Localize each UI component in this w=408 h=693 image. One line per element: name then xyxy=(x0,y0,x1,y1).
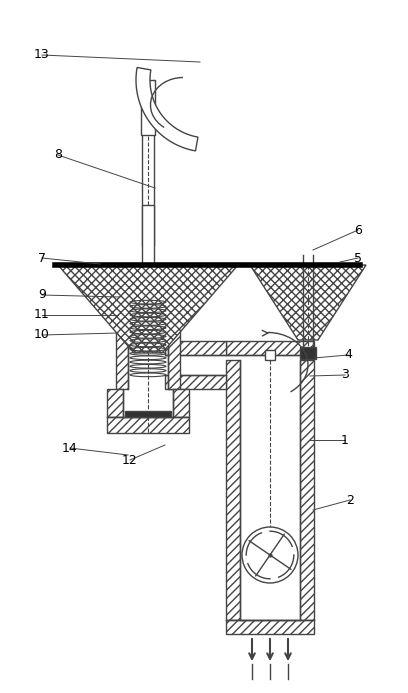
Polygon shape xyxy=(58,265,238,353)
Text: 4: 4 xyxy=(344,349,352,362)
Bar xyxy=(141,80,155,135)
Text: 11: 11 xyxy=(34,308,50,322)
Text: 6: 6 xyxy=(354,224,362,236)
Polygon shape xyxy=(250,265,366,340)
Bar xyxy=(173,389,189,417)
Bar xyxy=(107,389,123,417)
Bar xyxy=(126,283,170,295)
Text: 5: 5 xyxy=(354,252,362,265)
Text: 7: 7 xyxy=(38,252,46,265)
Bar xyxy=(125,411,171,417)
Text: 9: 9 xyxy=(38,288,46,301)
Polygon shape xyxy=(136,67,198,151)
Bar xyxy=(165,341,226,355)
Text: 10: 10 xyxy=(34,328,50,342)
Text: 3: 3 xyxy=(341,369,349,382)
Bar xyxy=(226,620,314,634)
Text: 14: 14 xyxy=(62,441,78,455)
Text: 13: 13 xyxy=(34,49,50,62)
Bar xyxy=(226,360,240,620)
Text: 1: 1 xyxy=(341,434,349,446)
Bar xyxy=(265,350,275,360)
Bar xyxy=(116,295,128,389)
Text: 8: 8 xyxy=(54,148,62,161)
Bar xyxy=(165,375,226,389)
Bar xyxy=(142,205,154,265)
Text: 2: 2 xyxy=(346,493,354,507)
Bar xyxy=(107,417,189,433)
Bar xyxy=(168,295,180,389)
Text: 12: 12 xyxy=(122,453,138,466)
Bar xyxy=(300,347,316,359)
Bar xyxy=(300,360,314,620)
Bar xyxy=(226,341,314,355)
